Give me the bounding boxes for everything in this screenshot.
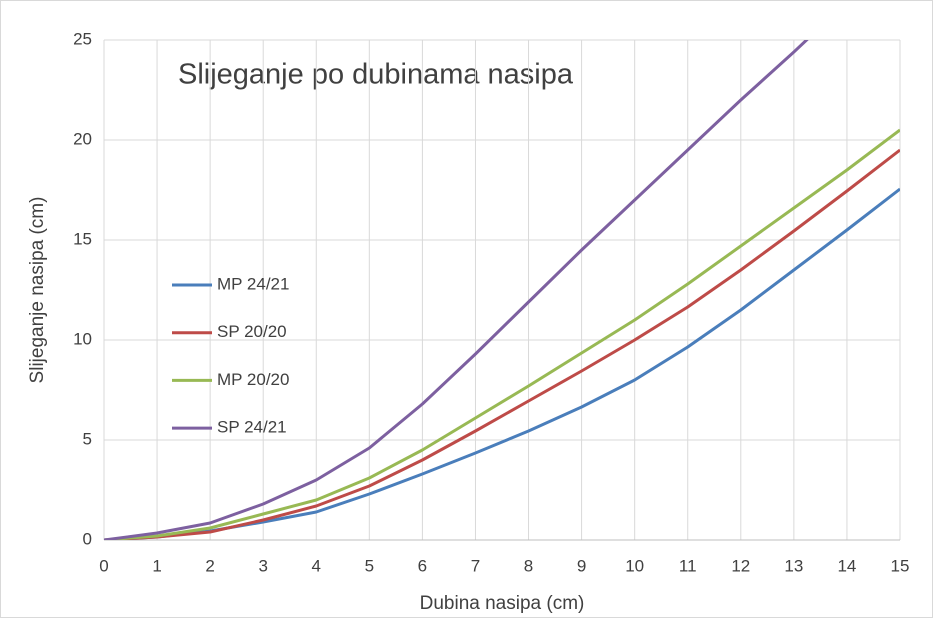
x-tick-label: 10	[625, 556, 644, 575]
chart-title: Slijeganje po dubinama nasipa	[178, 59, 574, 91]
x-tick-label: 4	[312, 556, 321, 575]
x-tick-label: 6	[418, 556, 427, 575]
legend-label: MP 24/21	[217, 274, 289, 293]
series-line	[104, 128, 900, 540]
x-tick-label: 3	[258, 556, 267, 575]
plot-area	[104, 40, 900, 540]
x-tick-label: 2	[205, 556, 214, 575]
x-tick-label: 13	[784, 556, 803, 575]
y-tick-label: 5	[83, 429, 92, 448]
x-tick-label: 12	[731, 556, 750, 575]
legend-label: SP 20/20	[217, 322, 287, 341]
x-tick-label: 15	[891, 556, 910, 575]
y-tick-label: 10	[73, 329, 92, 348]
y-tick-label: 0	[83, 529, 92, 548]
x-tick-label: 14	[837, 556, 856, 575]
x-tick-label: 8	[524, 556, 533, 575]
x-tick-label: 7	[471, 556, 480, 575]
legend-label: MP 20/20	[217, 370, 289, 389]
x-axis-title: Dubina nasipa (cm)	[420, 593, 585, 614]
x-tick-label: 1	[152, 556, 161, 575]
x-tick-label: 0	[99, 556, 108, 575]
y-axis-title: Slijeganje nasipa (cm)	[27, 197, 48, 384]
legend-label: SP 24/21	[217, 418, 287, 437]
series-line	[104, 40, 809, 540]
y-tick-label: 25	[73, 29, 92, 48]
series-line	[104, 148, 900, 540]
y-tick-label: 20	[73, 129, 92, 148]
y-tick-label: 15	[73, 229, 92, 248]
x-tick-label: 11	[679, 556, 697, 575]
x-tick-label: 9	[577, 556, 586, 575]
x-tick-label: 5	[365, 556, 374, 575]
